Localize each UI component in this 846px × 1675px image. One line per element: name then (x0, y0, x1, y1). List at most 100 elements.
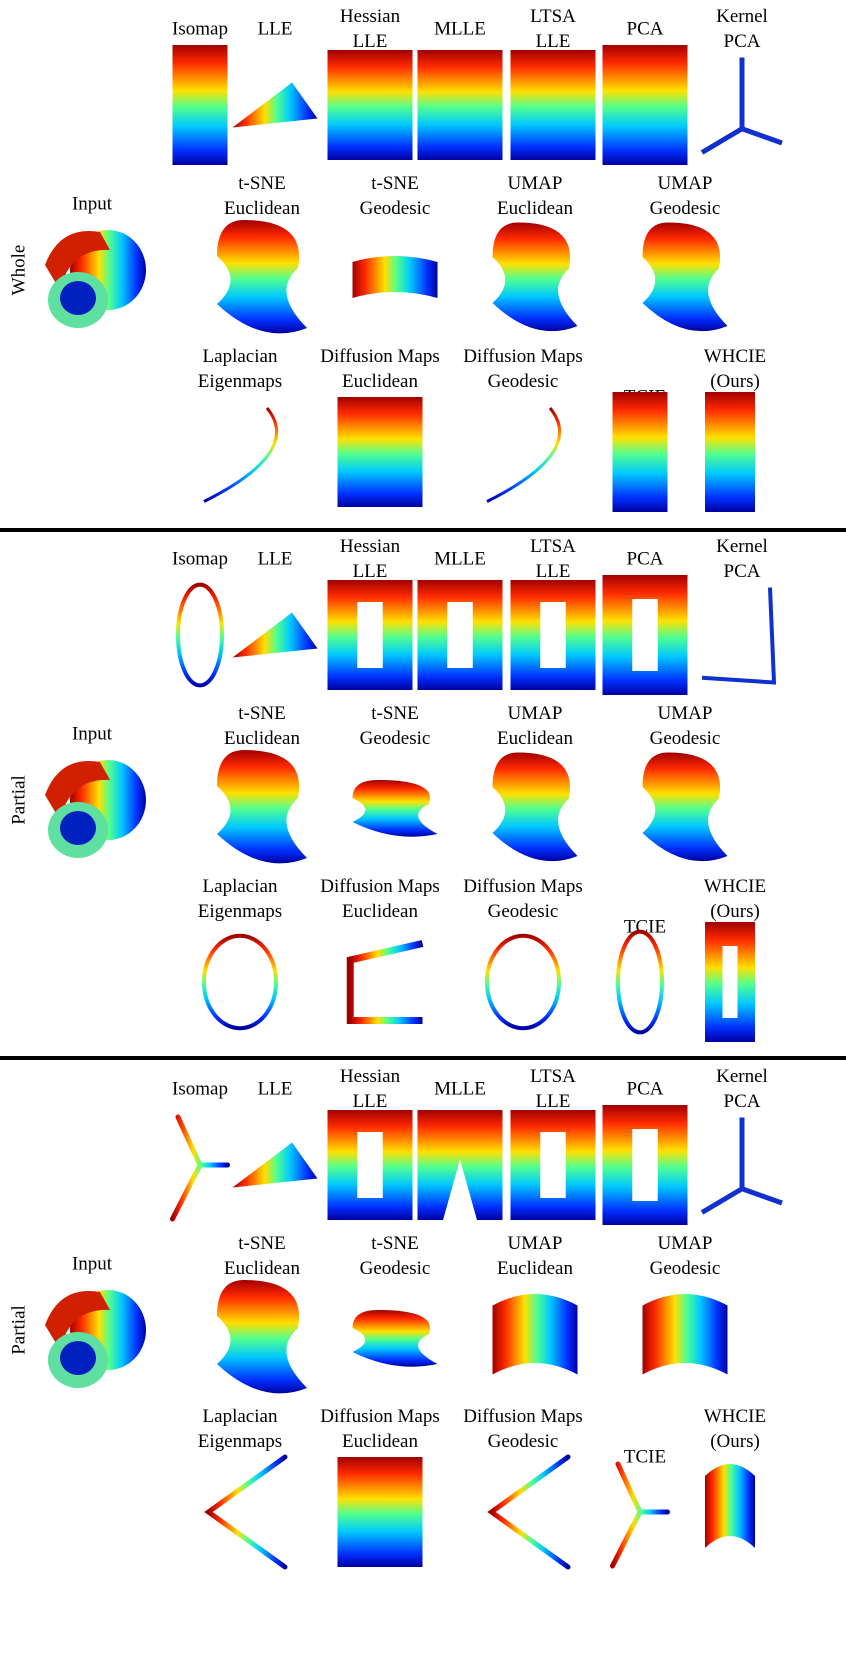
point-cloud (353, 780, 438, 837)
point-cloud (217, 750, 307, 863)
method-label: (Ours) (710, 901, 760, 922)
point-cloud (702, 1118, 782, 1213)
embedding-plot (353, 1310, 438, 1367)
hole (540, 1132, 566, 1198)
method-label: Laplacian (203, 1406, 278, 1427)
method-label: Eigenmaps (198, 371, 282, 392)
point-cloud (643, 1294, 728, 1375)
embedding-plot (178, 585, 222, 686)
point-cloud (418, 50, 503, 160)
method-label: LLE (353, 31, 388, 52)
method-label: Euclidean (224, 728, 300, 749)
point-cloud (204, 936, 276, 1028)
embedding-plot (353, 780, 438, 837)
embedding-plot (643, 223, 728, 332)
method-label: Diffusion Maps (320, 876, 439, 897)
method-label: LLE (353, 561, 388, 582)
hole (723, 946, 738, 1018)
hole (357, 602, 383, 668)
method-label: PCA (724, 561, 761, 582)
point-cloud (233, 1143, 318, 1188)
method-label: Geodesic (360, 1258, 431, 1279)
method-label: PCA (627, 1078, 664, 1099)
input-cylinder (45, 1290, 146, 1388)
cylinder-hole (60, 811, 96, 845)
method-label: t-SNE (238, 1233, 286, 1254)
method-label: LLE (353, 1091, 388, 1112)
embedding-plot (204, 936, 276, 1028)
point-cloud (493, 223, 578, 332)
point-cloud (217, 1280, 307, 1393)
method-label: Euclidean (497, 728, 573, 749)
input-label: Input (72, 723, 113, 744)
method-label: Geodesic (650, 728, 721, 749)
point-cloud (603, 45, 688, 165)
method-label: UMAP (658, 1233, 713, 1254)
point-cloud (511, 50, 596, 160)
embedding-plot (233, 83, 318, 128)
method-label: WHCIE (704, 1406, 766, 1427)
embedding-plot (217, 750, 307, 863)
embedding-plot (613, 392, 668, 512)
method-label: Euclidean (342, 371, 418, 392)
method-label: Euclidean (224, 198, 300, 219)
method-label: MLLE (434, 548, 486, 569)
method-label: TCIE (624, 1446, 666, 1467)
method-label: Diffusion Maps (320, 1406, 439, 1427)
embedding-plot (209, 1457, 286, 1567)
method-label: LLE (536, 31, 571, 52)
figure: Whole Input Isomap LLE Hessian LLE MLLE LTSA LLE… (0, 0, 846, 1675)
method-label: LTSA (530, 6, 576, 27)
embedding-plot (233, 613, 318, 658)
hole (540, 602, 566, 668)
method-label: t-SNE (371, 1233, 419, 1254)
embedding-plot (338, 397, 423, 507)
method-label: WHCIE (704, 876, 766, 897)
row-label: Partial (8, 1305, 29, 1355)
method-label: Hessian (340, 6, 401, 27)
point-cloud (493, 1294, 578, 1375)
embedding-plot (353, 256, 438, 298)
method-label: Geodesic (650, 198, 721, 219)
point-cloud (353, 256, 438, 298)
point-cloud (613, 392, 668, 512)
method-label: UMAP (508, 173, 563, 194)
method-label: Hessian (340, 1066, 401, 1087)
method-label: t-SNE (371, 703, 419, 724)
method-label: Geodesic (360, 728, 431, 749)
method-label: Eigenmaps (198, 1431, 282, 1452)
method-label: LLE (258, 1078, 293, 1099)
method-label: Euclidean (497, 1258, 573, 1279)
method-label: Hessian (340, 536, 401, 557)
embedding-plot (338, 1457, 423, 1567)
point-cloud (217, 220, 307, 333)
embedding-plot (217, 1280, 307, 1393)
embedding-plot (511, 50, 596, 160)
input-cylinder (45, 760, 146, 858)
hole (357, 1132, 383, 1198)
embedding-plot (603, 1105, 688, 1225)
cylinder-hole (60, 281, 96, 315)
point-cloud (204, 408, 277, 502)
embedding-plot (204, 408, 277, 502)
point-cloud (643, 223, 728, 332)
method-label: Eigenmaps (198, 901, 282, 922)
row-label: Whole (8, 245, 29, 296)
method-label: Euclidean (342, 1431, 418, 1452)
embedding-plot (173, 1117, 228, 1219)
embedding-plot (492, 1457, 569, 1567)
embedding-plot (418, 580, 503, 690)
method-label: Isomap (172, 548, 228, 569)
point-cloud (487, 408, 560, 502)
embedding-plot (173, 45, 228, 165)
method-label: Laplacian (203, 346, 278, 367)
method-label: MLLE (434, 18, 486, 39)
row-label: Partial (8, 775, 29, 825)
method-label: Diffusion Maps (463, 1406, 582, 1427)
hole (447, 602, 473, 668)
point-cloud (328, 50, 413, 160)
embedding-plot (613, 1464, 668, 1566)
point-cloud (702, 58, 782, 153)
method-label: MLLE (434, 1078, 486, 1099)
embedding-plot (705, 922, 755, 1042)
